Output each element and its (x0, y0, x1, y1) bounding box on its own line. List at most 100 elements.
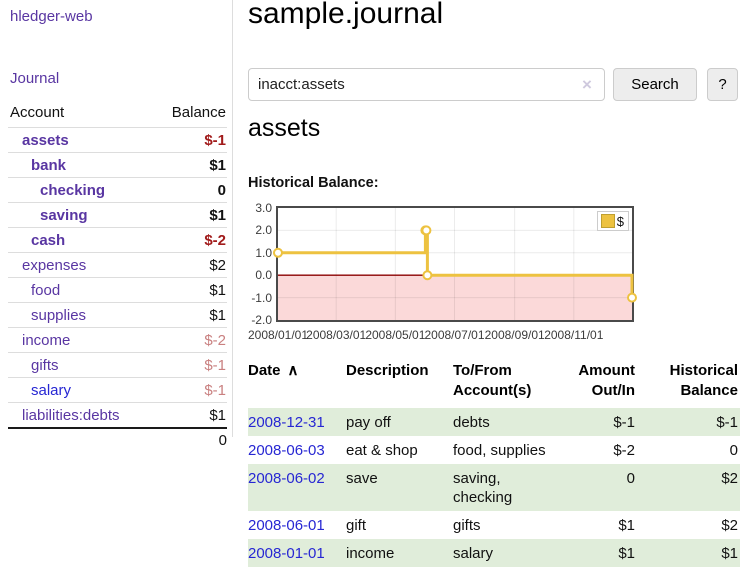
sidebar-account-row: checking 0 (8, 177, 227, 203)
transaction-row[interactable]: 2008-06-03 eat & shop food, supplies $-2 0 (248, 436, 740, 464)
register-header-amount[interactable]: Amount Out/In (578, 362, 635, 399)
transaction-description: income (346, 545, 395, 562)
historical-balance-chart: $ 3.0 2.0 1.0 0.0 -1.0 -2.0 2008/01/01 2008/03… (247, 201, 668, 346)
search-input[interactable] (248, 68, 605, 101)
transaction-date-link[interactable]: 2008-06-02 (248, 470, 325, 487)
sidebar-account-row: income $-2 (8, 327, 227, 353)
transaction-balance: $2 (721, 517, 738, 534)
transaction-balance: 0 (729, 442, 738, 459)
register-header-balance[interactable]: Historical Balance (669, 362, 738, 399)
x-tick-label: 2008/07/01 (424, 328, 485, 342)
main-content: sample.journal × Search ? assets Histori… (248, 0, 742, 582)
sidebar-account-row: supplies $1 (8, 302, 227, 328)
transaction-row[interactable]: 2008-12-31 pay off debts $-1 $-1 (248, 408, 740, 436)
sidebar-account-balance: $-1 (152, 352, 227, 378)
sidebar-header-account: Account (10, 104, 65, 121)
sidebar-account-balance: $1 (152, 302, 227, 328)
transaction-amount: $1 (618, 545, 635, 562)
transaction-accounts: saving, checking (453, 470, 513, 506)
sidebar-account-link[interactable]: salary (31, 382, 72, 399)
clear-search-icon[interactable]: × (582, 75, 592, 94)
register-header-date[interactable]: Date ∧ (248, 358, 346, 408)
sidebar-account-link[interactable]: income (22, 332, 71, 349)
transaction-description: pay off (346, 414, 391, 431)
sort-ascending-icon: ∧ (287, 362, 299, 379)
chart-legend: $ (596, 211, 629, 231)
sidebar-account-link[interactable]: gifts (31, 357, 59, 374)
transaction-amount: 0 (626, 470, 635, 487)
sidebar-account-balance: $1 (152, 152, 227, 178)
sidebar-account-link[interactable]: expenses (22, 257, 87, 274)
app-title-link[interactable]: hledger-web (10, 8, 93, 25)
y-tick-label: -1.0 (251, 290, 272, 305)
sidebar-account-link[interactable]: saving (40, 207, 88, 224)
search-button[interactable]: Search (613, 68, 697, 101)
transaction-accounts: debts (453, 414, 490, 431)
page-title: sample.journal (248, 0, 444, 30)
sidebar-account-row: cash $-2 (8, 227, 227, 253)
sidebar-account-row: assets $-1 (8, 127, 227, 153)
y-tick-label: 0.0 (255, 268, 272, 283)
transaction-date-link[interactable]: 2008-12-31 (248, 414, 325, 431)
sidebar-account-link[interactable]: liabilities:debts (22, 407, 120, 424)
sidebar-account-row: bank $1 (8, 152, 227, 178)
transaction-balance: $2 (721, 470, 738, 487)
transaction-date-link[interactable]: 2008-01-01 (248, 545, 325, 562)
x-tick-label: 2008/09/01 (484, 328, 545, 342)
sidebar-account-row: salary $-1 (8, 377, 227, 403)
y-tick-label: -2.0 (251, 313, 272, 327)
transaction-accounts: salary (453, 545, 494, 562)
sidebar-account-balance: $-2 (152, 327, 227, 353)
transaction-accounts: food, supplies (453, 442, 546, 459)
register-table: Date ∧ Description To/From Account(s) Amo… (248, 358, 740, 567)
x-tick-label: 2008/11/01 (544, 328, 604, 342)
sidebar-account-balance: $1 (152, 277, 227, 303)
transaction-row[interactable]: 2008-06-02 save saving, checking 0 $2 (248, 464, 740, 511)
legend-swatch-icon (600, 214, 615, 228)
sidebar-total-row: 0 (8, 427, 227, 451)
transaction-amount: $-1 (613, 414, 635, 431)
sidebar-account-balance: $1 (152, 202, 227, 228)
y-tick-label: 1.0 (255, 245, 272, 260)
transaction-row[interactable]: 2008-06-01 gift gifts $1 $2 (248, 511, 740, 539)
chart-plot-area[interactable]: $ (273, 206, 637, 322)
sidebar-account-link[interactable]: cash (31, 232, 66, 249)
transaction-date-link[interactable]: 2008-06-01 (248, 517, 325, 534)
sidebar-account-row: expenses $2 (8, 252, 227, 278)
sidebar-account-row: saving $1 (8, 202, 227, 228)
sidebar-account-row: liabilities:debts $1 (8, 402, 227, 428)
sidebar-account-link[interactable]: supplies (31, 307, 87, 324)
sidebar-accounts-table: Account Balance assets $-1 bank $1 checking 0… (8, 100, 227, 451)
transaction-date-link[interactable]: 2008-06-03 (248, 442, 325, 459)
transaction-description: save (346, 470, 378, 487)
sidebar: hledger-web Journal Account Balance asse… (0, 0, 233, 451)
transaction-accounts: gifts (453, 517, 481, 534)
chart-title: Historical Balance: (248, 175, 379, 191)
sidebar-account-link[interactable]: checking (40, 182, 106, 199)
transaction-row[interactable]: 2008-01-01 income salary $1 $1 (248, 539, 740, 567)
sidebar-header-balance: Balance (171, 104, 226, 121)
sidebar-account-link[interactable]: assets (22, 132, 69, 149)
register-header-description[interactable]: Description (346, 362, 429, 379)
sidebar-item-journal[interactable]: Journal (10, 70, 60, 87)
transaction-amount: $1 (618, 517, 635, 534)
transaction-description: eat & shop (346, 442, 418, 459)
register-body: 2008-12-31 pay off debts $-1 $-1 2008-06-03 ea… (248, 408, 740, 567)
register-header-accounts[interactable]: To/From Account(s) (453, 362, 532, 399)
sidebar-account-link[interactable]: food (31, 282, 61, 299)
account-heading: assets (248, 114, 321, 142)
sidebar-account-balance: $1 (152, 402, 227, 428)
sidebar-account-link[interactable]: bank (31, 157, 67, 174)
sidebar-total-balance: 0 (152, 427, 227, 451)
sidebar-account-balance: $-1 (152, 377, 227, 403)
chart-canvas (273, 208, 637, 320)
sidebar-accounts-body: assets $-1 bank $1 checking 0 saving $1 cash $-2 e… (8, 127, 227, 451)
sidebar-account-row: gifts $-1 (8, 352, 227, 378)
register-header-date-label: Date (248, 362, 281, 379)
transaction-balance: $1 (721, 545, 738, 562)
transaction-amount: $-2 (613, 442, 635, 459)
x-tick-label: 2008/01/01 (247, 328, 309, 342)
sidebar-account-balance: $-1 (152, 127, 227, 153)
x-tick-label: 2008/03/01 (306, 328, 367, 342)
help-button[interactable]: ? (707, 68, 738, 101)
